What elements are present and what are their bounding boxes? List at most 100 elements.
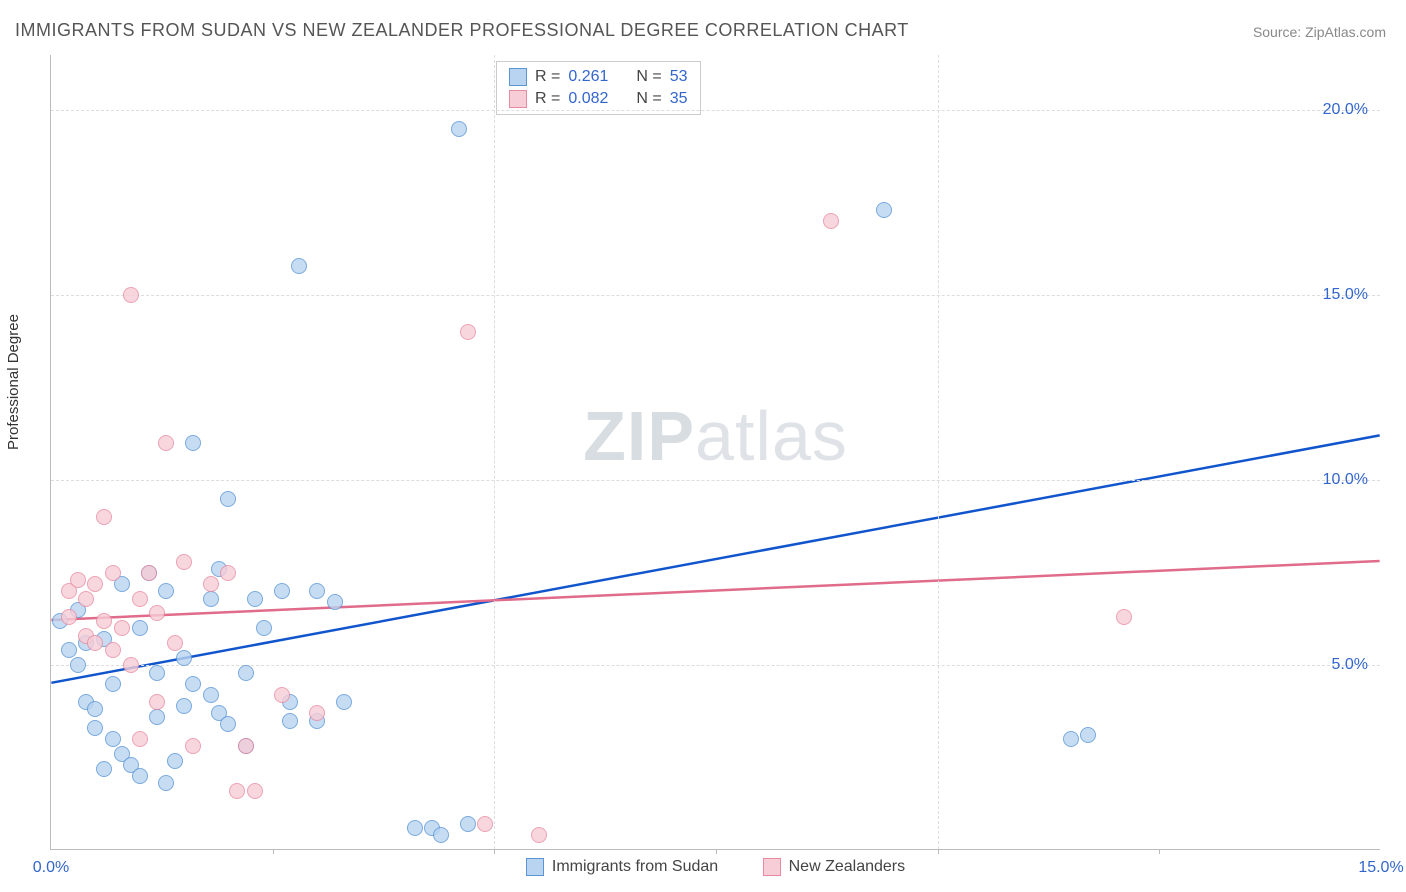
r-value-a: 0.261	[568, 68, 608, 86]
scatter-point	[96, 613, 112, 629]
regression-line	[51, 435, 1379, 682]
y-tick-label: 20.0%	[1323, 101, 1368, 119]
scatter-point	[336, 694, 352, 710]
x-minor-tick	[273, 849, 274, 854]
scatter-point	[78, 591, 94, 607]
scatter-point	[282, 713, 298, 729]
scatter-point	[460, 324, 476, 340]
scatter-point	[105, 565, 121, 581]
scatter-point	[238, 738, 254, 754]
scatter-point	[1080, 727, 1096, 743]
gridline-h	[51, 480, 1380, 481]
legend-label-a: Immigrants from Sudan	[552, 858, 718, 876]
scatter-point	[132, 620, 148, 636]
scatter-point	[149, 709, 165, 725]
scatter-point	[1116, 609, 1132, 625]
y-tick-label: 10.0%	[1323, 471, 1368, 489]
scatter-point	[167, 635, 183, 651]
y-tick-label: 15.0%	[1323, 286, 1368, 304]
y-tick-label: 5.0%	[1332, 656, 1368, 674]
scatter-point	[105, 642, 121, 658]
scatter-point	[176, 698, 192, 714]
chart-title: IMMIGRANTS FROM SUDAN VS NEW ZEALANDER P…	[15, 20, 909, 41]
scatter-point	[87, 635, 103, 651]
bottom-legend: Immigrants from Sudan New Zealanders	[51, 858, 1380, 881]
scatter-point	[477, 816, 493, 832]
legend-item-a: Immigrants from Sudan	[526, 858, 718, 876]
x-tick-label: 0.0%	[33, 859, 69, 877]
scatter-point	[291, 258, 307, 274]
scatter-point	[141, 565, 157, 581]
scatter-point	[247, 783, 263, 799]
watermark: ZIPatlas	[583, 396, 848, 476]
scatter-point	[149, 605, 165, 621]
scatter-point	[185, 676, 201, 692]
scatter-point	[105, 676, 121, 692]
scatter-point	[70, 657, 86, 673]
scatter-point	[876, 202, 892, 218]
scatter-point	[132, 591, 148, 607]
x-minor-tick	[1159, 849, 1160, 854]
scatter-point	[105, 731, 121, 747]
stat-row-series-a: R = 0.261 N = 53	[509, 66, 688, 88]
scatter-point	[87, 720, 103, 736]
scatter-point	[123, 657, 139, 673]
r-label-a: R =	[535, 68, 560, 86]
x-minor-tick	[716, 849, 717, 854]
r-value-b: 0.082	[568, 90, 608, 108]
watermark-light: atlas	[695, 397, 848, 475]
legend-label-b: New Zealanders	[789, 858, 906, 876]
scatter-point	[185, 435, 201, 451]
scatter-point	[167, 753, 183, 769]
scatter-point	[158, 775, 174, 791]
scatter-point	[176, 554, 192, 570]
scatter-point	[132, 768, 148, 784]
y-axis-label: Professional Degree	[5, 314, 22, 450]
scatter-point	[96, 761, 112, 777]
n-value-a: 53	[670, 68, 688, 86]
plot-area: ZIPatlas R = 0.261 N = 53 R = 0.082 N = …	[50, 55, 1380, 850]
scatter-point	[61, 609, 77, 625]
scatter-point	[61, 642, 77, 658]
scatter-point	[132, 731, 148, 747]
scatter-point	[149, 694, 165, 710]
scatter-point	[203, 591, 219, 607]
scatter-point	[823, 213, 839, 229]
scatter-point	[149, 665, 165, 681]
scatter-point	[256, 620, 272, 636]
scatter-point	[451, 121, 467, 137]
scatter-point	[531, 827, 547, 843]
x-minor-tick	[938, 849, 939, 854]
r-label-b: R =	[535, 90, 560, 108]
scatter-point	[274, 583, 290, 599]
scatter-point	[158, 435, 174, 451]
x-minor-tick	[494, 849, 495, 854]
gridline-v	[494, 55, 495, 849]
gridline-h	[51, 295, 1380, 296]
n-label-b: N =	[636, 90, 661, 108]
scatter-point	[309, 705, 325, 721]
scatter-point	[176, 650, 192, 666]
scatter-point	[1063, 731, 1079, 747]
scatter-point	[460, 816, 476, 832]
regression-lines	[51, 55, 1380, 849]
source-label: Source: ZipAtlas.com	[1253, 24, 1386, 40]
x-tick-label: 15.0%	[1358, 859, 1403, 877]
n-label-a: N =	[636, 68, 661, 86]
swatch-series-a	[509, 68, 527, 86]
scatter-point	[433, 827, 449, 843]
scatter-point	[123, 287, 139, 303]
scatter-point	[185, 738, 201, 754]
scatter-point	[309, 583, 325, 599]
scatter-point	[407, 820, 423, 836]
stats-legend: R = 0.261 N = 53 R = 0.082 N = 35	[496, 61, 701, 115]
gridline-v	[938, 55, 939, 849]
watermark-bold: ZIP	[583, 397, 695, 475]
scatter-point	[220, 716, 236, 732]
scatter-point	[87, 576, 103, 592]
scatter-point	[70, 572, 86, 588]
scatter-point	[203, 687, 219, 703]
n-value-b: 35	[670, 90, 688, 108]
scatter-point	[327, 594, 343, 610]
scatter-point	[220, 491, 236, 507]
